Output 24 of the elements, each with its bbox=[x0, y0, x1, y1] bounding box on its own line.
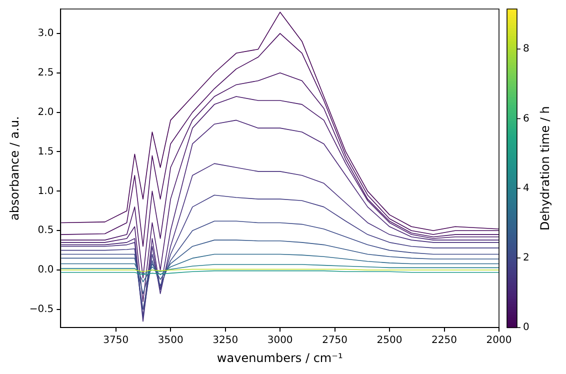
x-tick-label: 3000 bbox=[267, 335, 293, 346]
color-bar-label: 6 bbox=[523, 113, 530, 124]
x-tick-label: 2750 bbox=[322, 335, 348, 346]
color-bar-title: Dehydration time / h bbox=[538, 106, 552, 231]
color-bar-label: 0 bbox=[523, 322, 530, 334]
x-tick-label: 3750 bbox=[103, 335, 129, 346]
y-tick-label: 0.5 bbox=[38, 225, 54, 236]
y-tick-label: 0.0 bbox=[38, 264, 54, 276]
y-tick-label: 3.0 bbox=[38, 28, 54, 40]
color-bar-label: 4 bbox=[523, 182, 530, 194]
y-tick-label: 2.5 bbox=[38, 67, 54, 78]
x-axis-title: wavenumbers / cm⁻¹ bbox=[216, 350, 343, 365]
color-bar-label: 2 bbox=[523, 252, 530, 264]
y-axis-title: absorbance / a.u. bbox=[7, 116, 22, 220]
x-tick-label: 2000 bbox=[486, 335, 512, 346]
x-tick-label: 2500 bbox=[376, 335, 402, 346]
color-bar-label: 8 bbox=[523, 44, 530, 55]
y-tick-label: −0.5 bbox=[29, 304, 54, 316]
x-tick-label: 2250 bbox=[432, 335, 457, 346]
x-tick-label: 3250 bbox=[212, 335, 238, 346]
y-tick-label: 1.5 bbox=[38, 146, 54, 158]
y-tick-label: 1.0 bbox=[38, 186, 54, 197]
x-tick-label: 3500 bbox=[158, 335, 184, 346]
y-tick-label: 2.0 bbox=[38, 106, 54, 118]
